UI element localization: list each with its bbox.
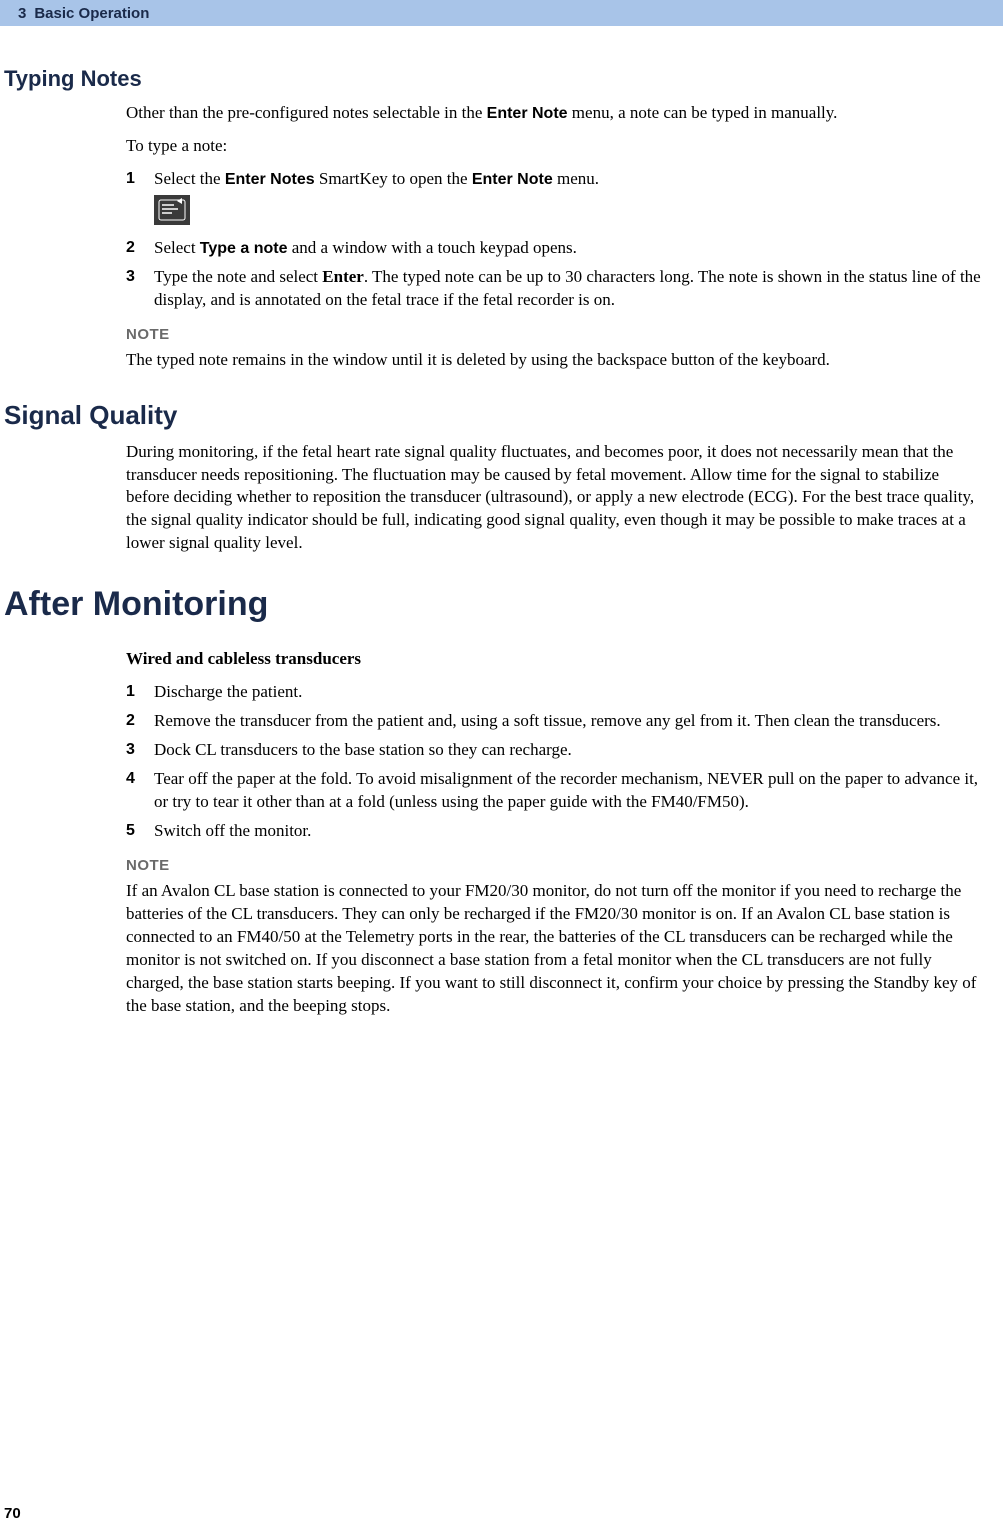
after-monitoring-steps: Discharge the patient. Remove the transd… <box>126 681 983 843</box>
signal-quality-text: During monitoring, if the fetal heart ra… <box>126 441 983 556</box>
note-body: The typed note remains in the window unt… <box>126 349 983 372</box>
after-monitoring-body: Wired and cableless transducers Discharg… <box>126 648 983 1017</box>
page: 3 Basic Operation Typing Notes Other tha… <box>0 0 1003 1536</box>
heading-after-monitoring: After Monitoring <box>0 585 1003 624</box>
step-1: Select the Enter Notes SmartKey to open … <box>126 168 983 225</box>
step-4: Tear off the paper at the fold. To avoid… <box>126 768 983 814</box>
step-3: Type the note and select Enter. The type… <box>126 266 983 312</box>
step-5: Switch off the monitor. <box>126 820 983 843</box>
step-2: Remove the transducer from the patient a… <box>126 710 983 733</box>
note-label: NOTE <box>126 857 983 874</box>
typing-notes-intro: Other than the pre-configured notes sele… <box>126 102 983 125</box>
step-1: Discharge the patient. <box>126 681 983 704</box>
text: Select the <box>154 169 225 188</box>
text: Other than the pre-configured notes sele… <box>126 103 487 122</box>
text: menu, a note can be typed in manually. <box>568 103 838 122</box>
text: menu. <box>553 169 599 188</box>
step-2: Select Type a note and a window with a t… <box>126 237 983 260</box>
chapter-title: Basic Operation <box>34 5 149 22</box>
text: Type the note and select <box>154 267 322 286</box>
text: and a window with a touch keypad opens. <box>288 238 577 257</box>
note-body: If an Avalon CL base station is connecte… <box>126 880 983 1018</box>
heading-signal-quality: Signal Quality <box>0 400 1003 431</box>
ui-label-enter-note: Enter Note <box>487 105 568 122</box>
ui-label-enter-notes: Enter Notes <box>225 171 315 188</box>
ui-label-type-a-note: Type a note <box>200 240 288 257</box>
page-header: 3 Basic Operation <box>0 0 1003 26</box>
to-type-label: To type a note: <box>126 135 983 158</box>
typing-notes-steps: Select the Enter Notes SmartKey to open … <box>126 168 983 312</box>
step-3: Dock CL transducers to the base station … <box>126 739 983 762</box>
text: Select <box>154 238 200 257</box>
signal-quality-body: During monitoring, if the fetal heart ra… <box>126 441 983 556</box>
chapter-number: 3 <box>18 5 26 22</box>
bold-enter: Enter <box>322 267 364 286</box>
note-label: NOTE <box>126 326 983 343</box>
content-area: Typing Notes Other than the pre-configur… <box>0 26 1003 1017</box>
typing-notes-body: Other than the pre-configured notes sele… <box>126 102 983 372</box>
ui-label-enter-note: Enter Note <box>472 171 553 188</box>
text: SmartKey to open the <box>315 169 472 188</box>
wired-cableless-subhead: Wired and cableless transducers <box>126 648 983 671</box>
heading-typing-notes: Typing Notes <box>0 66 1003 92</box>
enter-notes-smartkey-icon <box>154 195 983 225</box>
page-number: 70 <box>4 1505 21 1522</box>
